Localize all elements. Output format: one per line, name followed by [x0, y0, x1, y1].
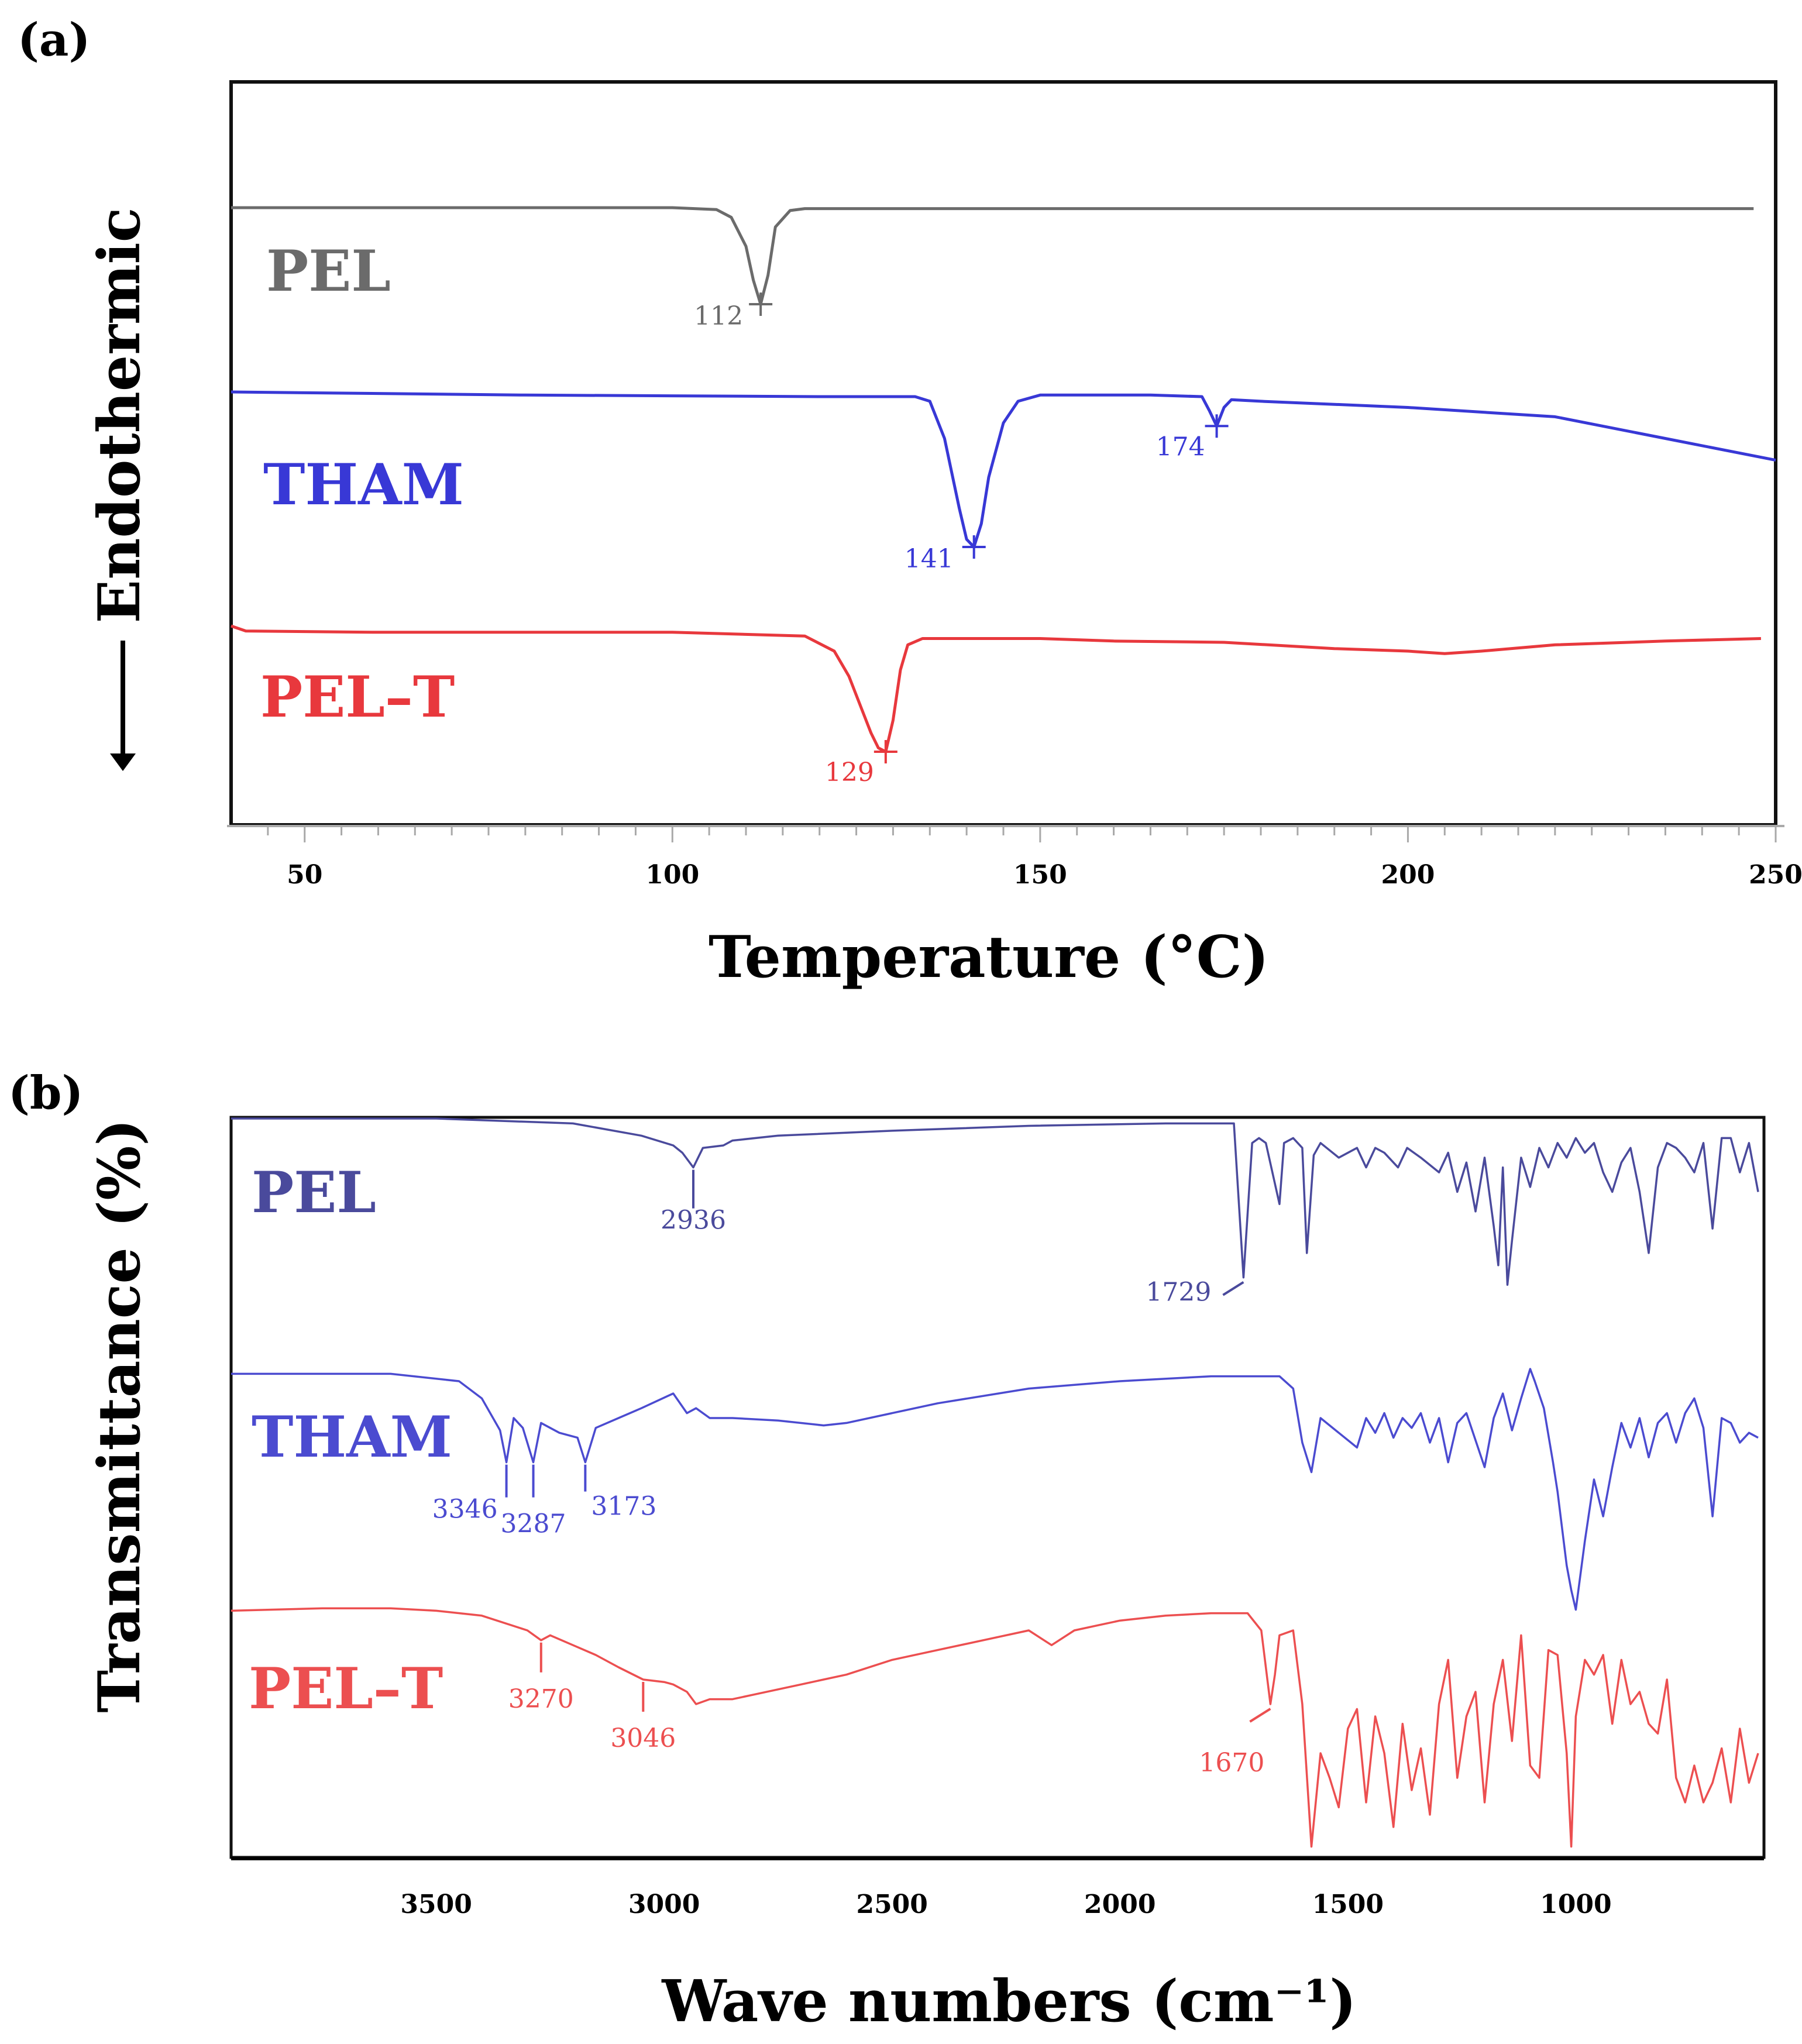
panel-b-series-label: PEL: [252, 1159, 376, 1226]
panel-b-ftir-chart: 3500 3000 2500 2000 1500 1000 PEL 2936 1729 THAM…: [86, 1116, 1766, 2035]
panel-a-peak-marker: [962, 535, 986, 559]
panel-a-x-tick-label: 250: [1749, 860, 1802, 890]
panel-a-peak-marker: [1205, 414, 1229, 438]
panel-a-x-tick-label: 150: [1013, 860, 1067, 890]
panel-a-peak-label: 112: [694, 301, 743, 331]
panel-b-peak-tick: [1222, 1281, 1244, 1296]
panel-b-peak-label: 1670: [1199, 1748, 1264, 1778]
panel-b-x-tick-label: 3500: [400, 1890, 472, 1919]
panel-b-x-tick-label: 2500: [856, 1890, 927, 1919]
panel-a-peak-label: 174: [1156, 432, 1205, 462]
panel-a-y-axis-title: Endothermic: [86, 208, 153, 624]
panel-b-x-tick-label: 1500: [1312, 1890, 1384, 1919]
panel-b-series: PEL 2936 1729 THAM 3346 3287 3173 PEL–T 3270 3046…: [231, 1117, 1759, 1848]
panel-b-series-line: [231, 1607, 1759, 1848]
panel-b-x-tick-label: 1000: [1540, 1890, 1611, 1919]
panel-b-series-label: PEL–T: [249, 1656, 443, 1722]
panel-b-series-label: THAM: [252, 1404, 452, 1470]
panel-a-label: (a): [18, 13, 90, 67]
panel-a-series-label: PEL–T: [260, 664, 455, 730]
panel-b-x-tick-label: 3000: [628, 1890, 700, 1919]
panel-b-plot-frame: [229, 1116, 1766, 1859]
panel-b-peak-label: 3346: [432, 1495, 498, 1525]
panel-a-x-tick-labels: 50 100 150 200 250: [287, 860, 1802, 890]
panel-a-series-label: PEL: [266, 238, 391, 304]
panel-b-peak-label: 1729: [1146, 1278, 1211, 1307]
panel-b-y-axis-title: Transmittance (%): [86, 1119, 153, 1713]
panel-a-x-tick-label: 200: [1381, 860, 1435, 890]
panel-a-series-line: [231, 206, 1754, 306]
panel-b-peak-label: 3173: [591, 1492, 656, 1522]
panel-a-x-tick-label: 50: [287, 860, 322, 890]
panel-b-series-line: [231, 1117, 1759, 1286]
panel-b-x-tick-label: 2000: [1084, 1890, 1156, 1919]
panel-a-series-line: [231, 624, 1761, 753]
panel-a-peak-label: 141: [905, 544, 954, 574]
panel-b-peak-label: 3287: [501, 1509, 566, 1539]
panel-b-x-tick-labels: 3500 3000 2500 2000 1500 1000: [400, 1890, 1611, 1919]
panel-a-series-label: THAM: [263, 452, 464, 518]
panel-a-series-line: [231, 390, 1776, 549]
panel-b-label: (b): [8, 1066, 83, 1120]
panel-b-peak-label: 3270: [508, 1684, 574, 1714]
panel-a-dsc-chart: 50 100 150 200 250 PEL112THAM141174PEL–T129 …: [86, 80, 1802, 991]
panel-b-peak-label: 3046: [610, 1723, 676, 1753]
panel-a-peak-marker: [749, 293, 773, 316]
panel-a-series: PEL 112 THAM 141 174 PEL–T 129: [231, 206, 1776, 787]
panel-a-x-axis-title: Temperature (°C): [709, 924, 1269, 991]
endothermic-arrow-head: [110, 753, 136, 771]
panel-a-x-ticks: [267, 826, 1777, 842]
panel-b-x-axis-title: Wave numbers (cm⁻¹): [661, 1968, 1356, 2035]
panel-b-peak-tick: [1249, 1708, 1271, 1723]
panel-b-peak-label: 2936: [661, 1206, 726, 1236]
panel-a-peak-label: 129: [825, 758, 874, 787]
panel-a-x-tick-label: 100: [645, 860, 699, 890]
panel-a-peak-marker: [874, 740, 897, 763]
panel-b-series-line: [231, 1368, 1759, 1611]
